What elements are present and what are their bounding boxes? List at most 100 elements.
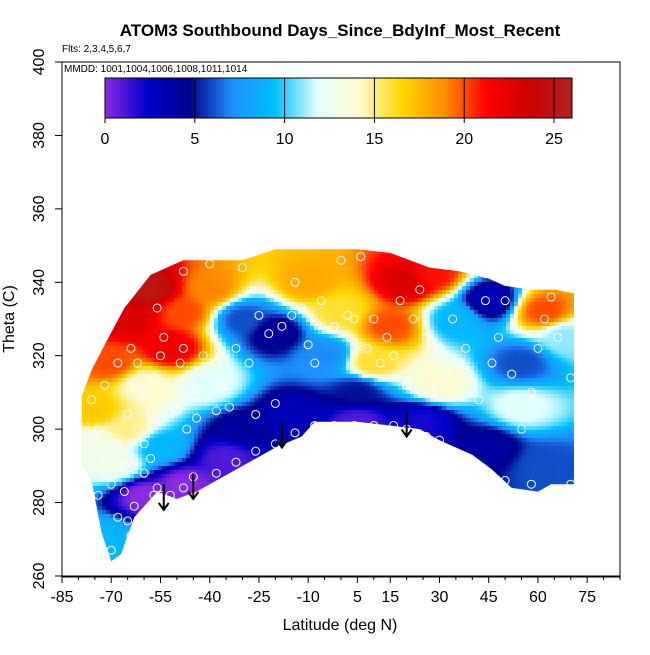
heatmap-cell: [178, 546, 183, 551]
heatmap-cell: [98, 406, 103, 411]
heatmap-cell: [170, 130, 174, 134]
heatmap-cell: [122, 158, 126, 162]
heatmap-cell: [130, 270, 135, 275]
heatmap-cell: [194, 330, 199, 335]
heatmap-cell: [62, 98, 66, 102]
heatmap-cell: [90, 442, 95, 447]
heatmap-cell: [214, 374, 219, 379]
heatmap-cell: [106, 510, 111, 515]
heatmap-cell: [162, 254, 167, 259]
heatmap-cell: [166, 458, 171, 463]
heatmap-cell: [106, 366, 111, 371]
heatmap-cell: [74, 526, 78, 530]
heatmap-cell: [154, 290, 159, 295]
heatmap-cell: [66, 374, 70, 378]
heatmap-cell: [142, 198, 146, 202]
heatmap-cell: [90, 194, 94, 198]
heatmap-cell: [102, 186, 106, 190]
heatmap-cell: [178, 206, 182, 210]
heatmap-cell: [118, 278, 123, 283]
heatmap-cell: [158, 370, 163, 375]
heatmap-cell: [146, 130, 150, 134]
heatmap-cell: [166, 218, 170, 222]
heatmap-cell: [150, 478, 155, 483]
heatmap-cell: [90, 158, 94, 162]
heatmap-cell: [190, 482, 195, 487]
heatmap-cell: [86, 249, 91, 251]
heatmap-cell: [118, 514, 123, 519]
heatmap-cell: [122, 394, 127, 399]
heatmap-cell: [98, 478, 103, 483]
heatmap-cell: [122, 378, 127, 383]
heatmap-cell: [118, 494, 123, 499]
heatmap-cell: [138, 130, 142, 134]
heatmap-cell: [150, 526, 155, 531]
heatmap-cell: [182, 142, 186, 146]
heatmap-cell: [158, 122, 162, 126]
heatmap-cell: [186, 234, 190, 238]
heatmap-cell: [126, 146, 130, 150]
heatmap-cell: [198, 374, 203, 379]
heatmap-cell: [70, 206, 74, 210]
heatmap-cell: [214, 254, 219, 259]
heatmap-cell: [146, 230, 150, 234]
heatmap-cell: [198, 434, 203, 439]
heatmap-cell: [154, 314, 159, 319]
heatmap-cell: [94, 170, 98, 174]
heatmap-cell: [118, 230, 122, 234]
heatmap-cell: [162, 138, 166, 142]
heatmap-cell: [82, 86, 86, 90]
heatmap-cell: [90, 146, 94, 150]
heatmap-cell: [190, 530, 195, 535]
heatmap-cell: [114, 198, 118, 202]
heatmap-cell: [158, 478, 163, 483]
heatmap-cell: [130, 386, 135, 391]
heatmap-cell: [110, 150, 114, 154]
heatmap-cell: [138, 310, 143, 315]
heatmap-cell: [194, 450, 199, 455]
heatmap-cell: [82, 462, 87, 467]
heatmap-cell: [206, 474, 211, 479]
heatmap-cell: [78, 566, 82, 570]
heatmap-cell: [186, 486, 191, 491]
heatmap-cell: [202, 486, 207, 491]
heatmap-cell: [94, 366, 99, 371]
heatmap-cell: [82, 518, 87, 523]
heatmap-cell: [166, 366, 171, 371]
heatmap-cell: [134, 458, 139, 463]
heatmap-cell: [158, 222, 162, 226]
heatmap-cell: [186, 550, 191, 555]
heatmap-cell: [162, 198, 166, 202]
heatmap-cell: [154, 282, 159, 287]
heatmap-cell: [182, 498, 187, 503]
heatmap-cell: [198, 366, 203, 371]
heatmap-cell: [98, 162, 102, 166]
heatmap-cell: [118, 326, 123, 331]
heatmap-cell: [154, 190, 158, 194]
heatmap-cell: [194, 518, 199, 523]
heatmap-cell: [86, 178, 90, 182]
heatmap-cell: [62, 302, 66, 306]
heatmap-cell: [94, 234, 98, 238]
heatmap-cell: [82, 566, 86, 570]
heatmap-cell: [110, 402, 115, 407]
heatmap-cell: [142, 366, 147, 371]
heatmap-cell: [86, 506, 91, 511]
heatmap-cell: [98, 314, 103, 319]
heatmap-cell: [66, 82, 70, 86]
heatmap-cell: [126, 402, 131, 407]
heatmap-cell: [174, 374, 179, 379]
heatmap-cell: [74, 434, 78, 438]
heatmap-cell: [178, 374, 183, 379]
heatmap-cell: [90, 290, 95, 295]
heatmap-cell: [86, 478, 91, 483]
heatmap-cell: [198, 470, 203, 475]
heatmap-cell: [81, 430, 83, 435]
heatmap-cell: [210, 550, 215, 555]
heatmap-cell: [178, 302, 183, 307]
heatmap-cell: [106, 542, 111, 547]
heatmap-cell: [138, 398, 143, 403]
heatmap-cell: [178, 254, 183, 259]
heatmap-cell: [70, 562, 74, 566]
heatmap-cell: [94, 218, 98, 222]
